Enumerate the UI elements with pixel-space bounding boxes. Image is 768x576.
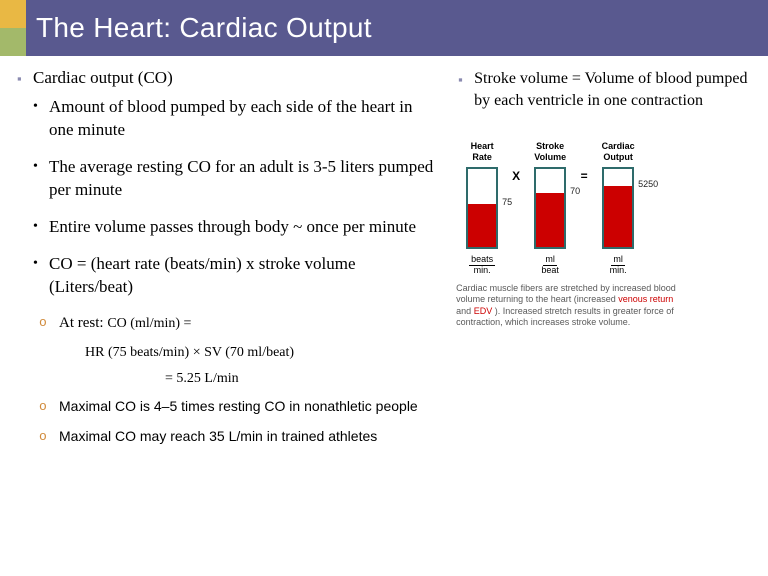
bar-container: 5250 [602,167,634,249]
chart-operator: = [578,169,590,183]
chart-bar: CardiacOutput 5250 mlmin. [592,141,644,275]
sub-maximal-nonathletic: Maximal CO is 4–5 times resting CO in no… [59,397,438,415]
page-title: The Heart: Cardiac Output [36,12,372,44]
chart-caption: Cardiac muscle fibers are stretched by i… [456,283,676,328]
bar-fill [604,186,632,247]
bar-fill [536,193,564,248]
bar-label: CardiacOutput [602,141,635,163]
caption-venous: venous return [618,294,673,304]
at-rest-lead: At rest: [59,315,107,331]
cardiac-output-chart: HeartRate 75 beatsmin. X StrokeVolume 70 mlbea… [456,141,748,328]
right-heading: Stroke volume = Volume of blood pumped b… [474,68,748,111]
bar-fill [468,204,496,247]
title-bar: The Heart: Cardiac Output [0,0,768,56]
sub-maximal-athletes: Maximal CO may reach 35 L/min in trained… [59,427,438,445]
chart-operator: X [510,169,522,183]
caption-mid: and [456,306,474,316]
bar-container: 70 [534,167,566,249]
bullet-formula: CO = (heart rate (beats/min) x stroke vo… [49,253,438,299]
bar-label: StrokeVolume [534,141,566,163]
chart-bar: StrokeVolume 70 mlbeat [524,141,576,275]
sub-at-rest: At rest: CO (ml/min) = [59,313,438,334]
formula-hr-sv: HR (75 beats/min) × SV (70 ml/beat) [85,345,438,361]
bullet-average: The average resting CO for an adult is 3… [49,156,438,202]
bullet-definition: Amount of blood pumped by each side of t… [49,96,438,142]
content-area: Cardiac output (CO) Amount of blood pump… [0,56,768,465]
left-heading: Cardiac output (CO) [33,68,438,88]
bar-value: 75 [502,197,512,207]
right-column: Stroke volume = Volume of blood pumped b… [456,68,748,457]
accent-top [0,0,26,28]
bar-unit: beatsmin. [469,255,495,275]
chart-bar: HeartRate 75 beatsmin. [456,141,508,275]
bar-label: HeartRate [471,141,494,163]
title-accent [0,0,26,56]
bar-unit: mlbeat [541,255,559,275]
left-column: Cardiac output (CO) Amount of blood pump… [15,68,438,457]
bar-unit: mlmin. [610,255,627,275]
bar-value: 5250 [638,179,658,189]
formula-result: = 5.25 L/min [165,371,438,387]
accent-bottom [0,28,26,56]
caption-edv: EDV [474,306,493,316]
bar-container: 75 [466,167,498,249]
bar-value: 70 [570,186,580,196]
bullet-volume: Entire volume passes through body ~ once… [49,216,438,239]
at-rest-tail: CO (ml/min) = [107,316,191,331]
